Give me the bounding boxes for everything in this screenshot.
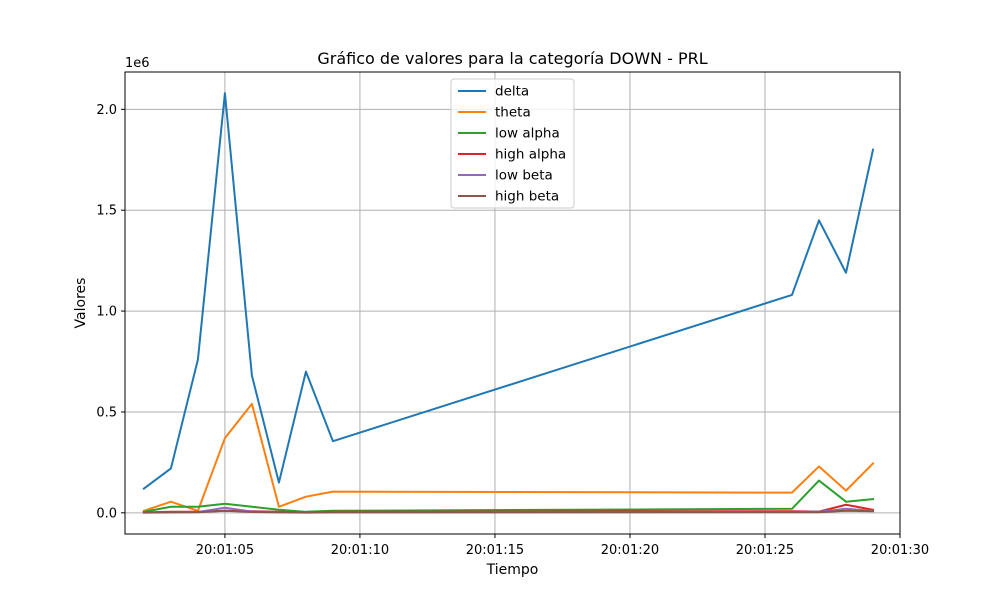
series-line-high-beta <box>142 509 875 514</box>
legend-label: delta <box>495 84 529 100</box>
legend-label: low beta <box>495 168 553 184</box>
y-axis-scale-label: 1e6 <box>125 56 150 71</box>
x-tick-label: 20:01:10 <box>331 543 389 558</box>
series-line-low-alpha <box>142 479 875 513</box>
x-tick-label: 20:01:30 <box>871 543 929 558</box>
y-tick-label: 1.5 <box>96 204 117 219</box>
legend-entries: delta theta low alpha high alpha low beta hig… <box>458 84 566 205</box>
legend: delta theta low alpha high alpha low beta hig… <box>450 78 575 209</box>
x-axis-label: Tiempo <box>486 562 539 578</box>
x-tick-label: 20:01:20 <box>601 543 659 558</box>
y-tick-label: 1.0 <box>96 305 117 320</box>
chart-title: Gráfico de valores para la categoría DOW… <box>317 49 707 68</box>
series-line-theta <box>142 402 875 513</box>
legend-label: theta <box>495 105 531 121</box>
tick-layer: 20:01:05 20:01:10 20:01:15 20:01:20 20:01:25… <box>96 103 929 558</box>
legend-label: high beta <box>495 189 559 205</box>
y-tick-label: 2.0 <box>96 103 117 118</box>
y-tick-label: 0.0 <box>96 506 117 521</box>
legend-label: high alpha <box>495 147 566 163</box>
y-axis-label: Valores <box>73 278 89 329</box>
plot-frame <box>124 71 901 535</box>
x-tick-label: 20:01:15 <box>466 543 524 558</box>
x-tick-label: 20:01:05 <box>196 543 254 558</box>
x-tick-label: 20:01:25 <box>736 543 794 558</box>
legend-label: low alpha <box>495 126 560 142</box>
series-line-delta <box>142 92 875 491</box>
y-tick-label: 0.5 <box>96 405 117 420</box>
series-layer <box>142 92 875 514</box>
